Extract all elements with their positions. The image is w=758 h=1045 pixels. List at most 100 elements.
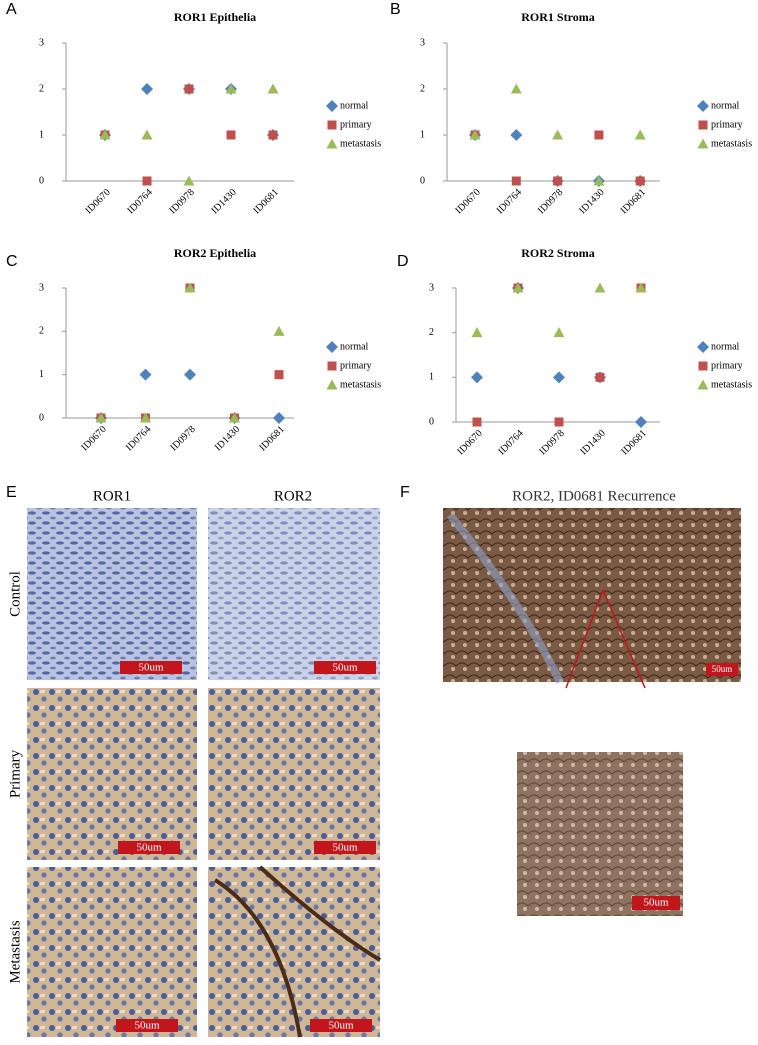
- x-tick-label: ID0670: [453, 187, 482, 216]
- marker: [594, 282, 606, 293]
- y-tick-label: 2: [39, 83, 44, 94]
- marker: [635, 416, 647, 428]
- x-tick-label: ID0670: [83, 187, 112, 216]
- legend-label: metastasis: [711, 138, 752, 149]
- y-tick-label: 1: [420, 129, 425, 140]
- marker: [698, 120, 708, 130]
- chart: A ROR1 Epithelia 0 1 2 3 ID0670 ID0764 ID0978 ID1…: [6, 1, 381, 216]
- marker: [273, 325, 285, 336]
- row-label: Metastasis: [7, 920, 23, 983]
- legend-label: normal: [340, 100, 369, 111]
- panel-label: E: [6, 484, 17, 501]
- row-label: Primary: [7, 749, 23, 798]
- y-tick-label: 3: [39, 37, 44, 48]
- chart: D ROR2 Stroma 0 1 2 3 ID0670 ID0764 ID0978 ID1430…: [397, 246, 752, 458]
- row-label: Control: [7, 571, 23, 617]
- x-tick-label: ID0764: [125, 187, 154, 216]
- x-tick-label: ID0670: [455, 428, 484, 457]
- marker: [634, 129, 646, 140]
- chart-title: ROR1 Stroma: [521, 10, 594, 24]
- marker: [326, 100, 338, 112]
- y-tick-label: 0: [39, 175, 44, 186]
- marker: [697, 100, 709, 112]
- micrograph: [27, 688, 197, 860]
- x-tick-label: ID0681: [251, 187, 280, 216]
- marker: [99, 129, 111, 140]
- legend-label: metastasis: [711, 379, 752, 390]
- y-tick-label: 2: [420, 83, 425, 94]
- marker: [552, 129, 564, 140]
- panel-title: ROR2, ID0681 Recurrence: [512, 488, 676, 504]
- x-tick-label: ID1430: [577, 187, 606, 216]
- panel-label: A: [6, 1, 17, 18]
- y-tick-label: 3: [420, 37, 425, 48]
- panel-label: F: [400, 484, 410, 501]
- marker: [141, 83, 153, 95]
- marker: [635, 176, 645, 186]
- chart-title: ROR2 Stroma: [521, 246, 594, 260]
- y-tick-label: 0: [429, 416, 434, 427]
- x-tick-label: ID0764: [495, 187, 524, 216]
- x-tick-label: ID0978: [537, 428, 566, 457]
- y-tick-label: 1: [39, 129, 44, 140]
- scale-bars: 50um 50um 50um 50um 50um 50um: [116, 661, 376, 1032]
- marker: [140, 412, 151, 423]
- legend-label: normal: [711, 341, 740, 352]
- panel-label: D: [397, 253, 409, 270]
- legend-label: primary: [711, 360, 743, 371]
- scale-bar-label: 50um: [712, 664, 733, 674]
- marker: [273, 412, 285, 424]
- x-tick-label: ID1430: [209, 187, 238, 216]
- marker: [471, 327, 483, 338]
- marker: [139, 368, 152, 381]
- micrograph: [27, 508, 197, 680]
- x-tick-label: ID0978: [168, 424, 197, 453]
- x-tick-label: ID0978: [167, 187, 196, 216]
- chart: C ROR2 Epithelia 0 1 2 3 ID0670 ID0764 ID0978 ID1…: [6, 246, 381, 454]
- chart: B ROR1 Stroma 0 1 2 3 ID0670 ID0764 ID0978 ID1430…: [390, 1, 752, 216]
- scale-bar-label: 50um: [134, 1020, 160, 1032]
- chart-title: ROR2 Epithelia: [174, 246, 256, 260]
- micrograph: [443, 508, 741, 682]
- x-tick-label: ID1430: [213, 424, 242, 453]
- marker: [595, 372, 605, 382]
- legend-label: normal: [711, 100, 740, 111]
- x-tick-label: ID0670: [79, 424, 108, 453]
- x-tick-label: ID0681: [257, 424, 286, 453]
- legend-label: normal: [340, 341, 369, 352]
- scale-bar-label: 50um: [332, 842, 358, 854]
- marker: [697, 138, 709, 149]
- marker: [554, 417, 564, 427]
- legend-label: primary: [711, 119, 743, 130]
- column-label: ROR2: [274, 488, 312, 504]
- legend-label: metastasis: [340, 138, 381, 149]
- panel-label: C: [6, 253, 18, 270]
- panel-label: B: [390, 1, 401, 18]
- marker: [697, 341, 709, 353]
- marker: [553, 327, 565, 338]
- marker: [184, 84, 194, 94]
- column-label: ROR1: [93, 488, 131, 504]
- legend-label: primary: [340, 360, 372, 371]
- marker: [225, 83, 237, 94]
- micrograph-inset: [517, 752, 683, 916]
- y-tick-label: 2: [39, 326, 44, 337]
- marker: [553, 371, 565, 384]
- scale-bar-label: 50um: [328, 1020, 354, 1032]
- marker: [141, 129, 153, 140]
- marker: [512, 282, 524, 293]
- y-tick-label: 0: [39, 412, 44, 423]
- scale-bar-label: 50um: [332, 662, 358, 674]
- marker: [327, 120, 337, 130]
- scale-bar-label: 50um: [138, 662, 164, 674]
- marker: [326, 138, 338, 149]
- micrograph: [208, 688, 380, 860]
- marker: [226, 130, 236, 140]
- marker: [593, 175, 605, 186]
- legend-label: metastasis: [340, 379, 381, 390]
- x-tick-label: ID0978: [536, 187, 565, 216]
- marker: [553, 176, 563, 186]
- marker: [594, 130, 604, 140]
- stain: [213, 865, 382, 1038]
